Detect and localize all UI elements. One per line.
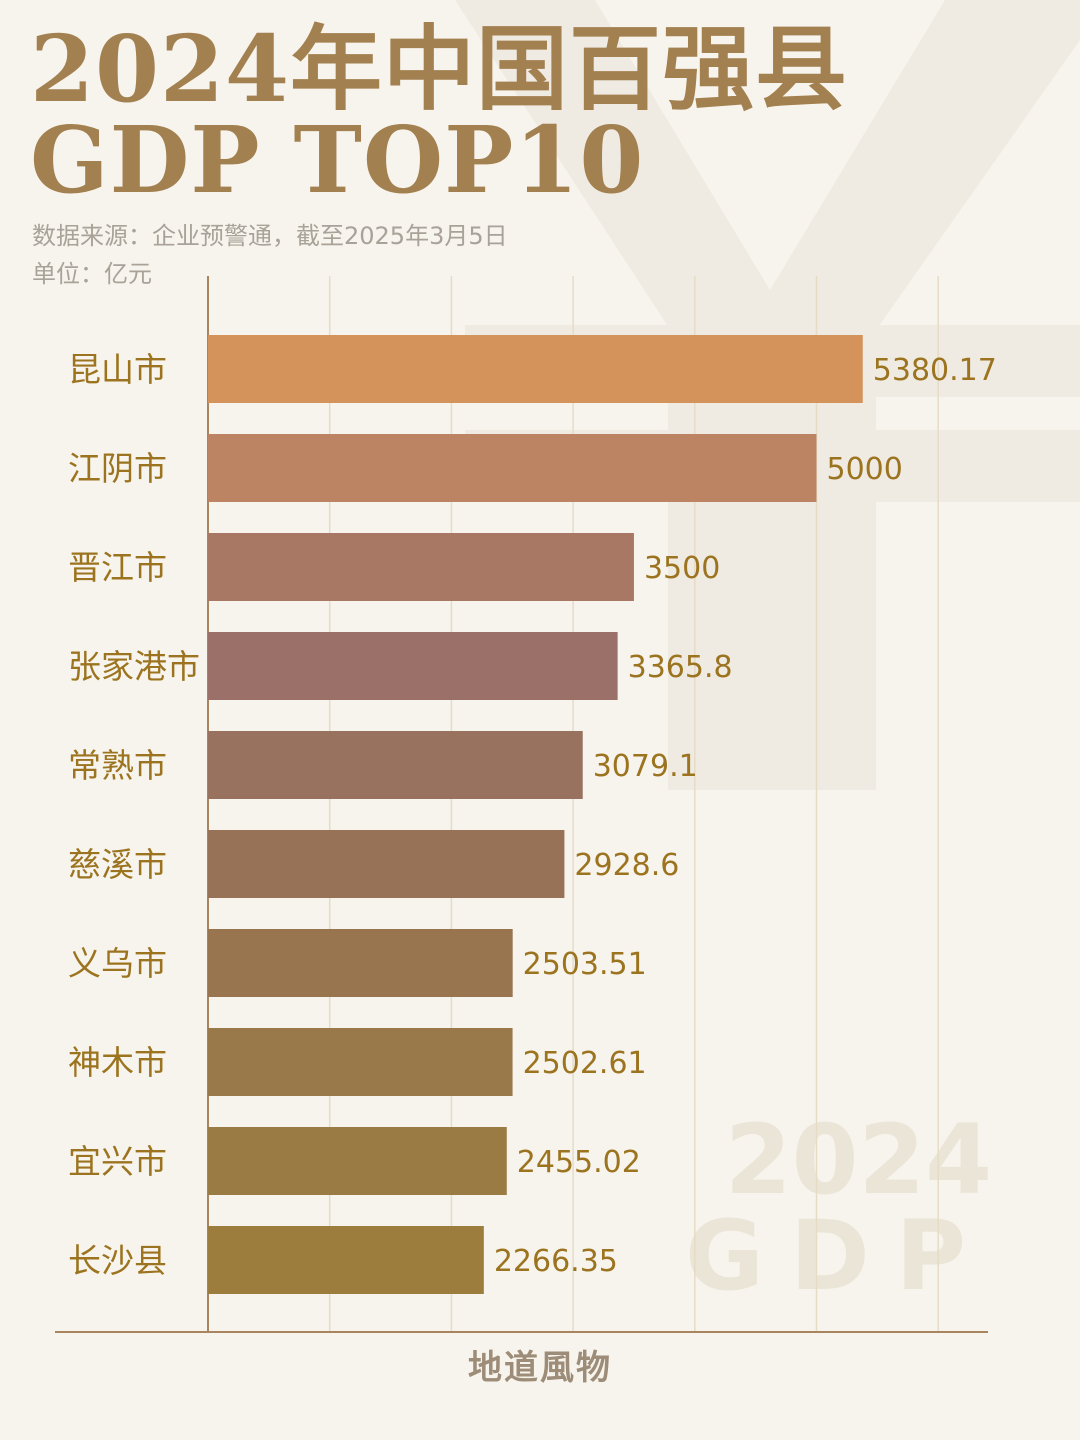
category-label: 张家港市 (68, 647, 200, 686)
value-label: 2503.51 (523, 947, 647, 982)
value-label: 2502.61 (523, 1046, 647, 1081)
watermark-year: 2024 (724, 1104, 992, 1216)
bar-2 (208, 434, 817, 502)
bar-10 (208, 1226, 484, 1294)
bar-9 (208, 1127, 507, 1195)
category-label: 长沙县 (68, 1241, 167, 1280)
watermark-label: GDP (685, 1200, 992, 1312)
value-label: 5000 (827, 452, 903, 487)
page-title: 2024年中国百强县 (30, 15, 849, 123)
category-label: 神木市 (68, 1043, 167, 1082)
category-label: 晋江市 (68, 548, 167, 587)
bar-8 (208, 1028, 513, 1096)
bar-1 (208, 335, 863, 403)
brand-footer: 地道風物 (468, 1348, 612, 1388)
bar-5 (208, 731, 583, 799)
bar-4 (208, 632, 618, 700)
unit-label: 单位：亿元 (32, 260, 152, 288)
category-label: 常熟市 (68, 746, 167, 785)
value-label: 2266.35 (494, 1244, 618, 1279)
bar-7 (208, 929, 513, 997)
bar-6 (208, 830, 565, 898)
value-label: 3500 (644, 551, 720, 586)
value-label: 3079.1 (593, 749, 698, 784)
value-label: 2455.02 (517, 1145, 641, 1180)
category-label: 义乌市 (68, 944, 167, 983)
bar-3 (208, 533, 634, 601)
category-label: 慈溪市 (68, 845, 167, 884)
category-label: 江阴市 (68, 449, 167, 488)
value-label: 3365.8 (628, 650, 733, 685)
value-label: 2928.6 (574, 848, 679, 883)
page-subtitle: GDP TOP10 (30, 106, 645, 214)
value-label: 5380.17 (873, 353, 997, 388)
data-source: 数据来源：企业预警通，截至2025年3月5日 (32, 222, 508, 250)
year-watermark: 2024 GDP (685, 1112, 992, 1304)
category-label: 昆山市 (68, 350, 167, 389)
category-label: 宜兴市 (68, 1142, 167, 1181)
